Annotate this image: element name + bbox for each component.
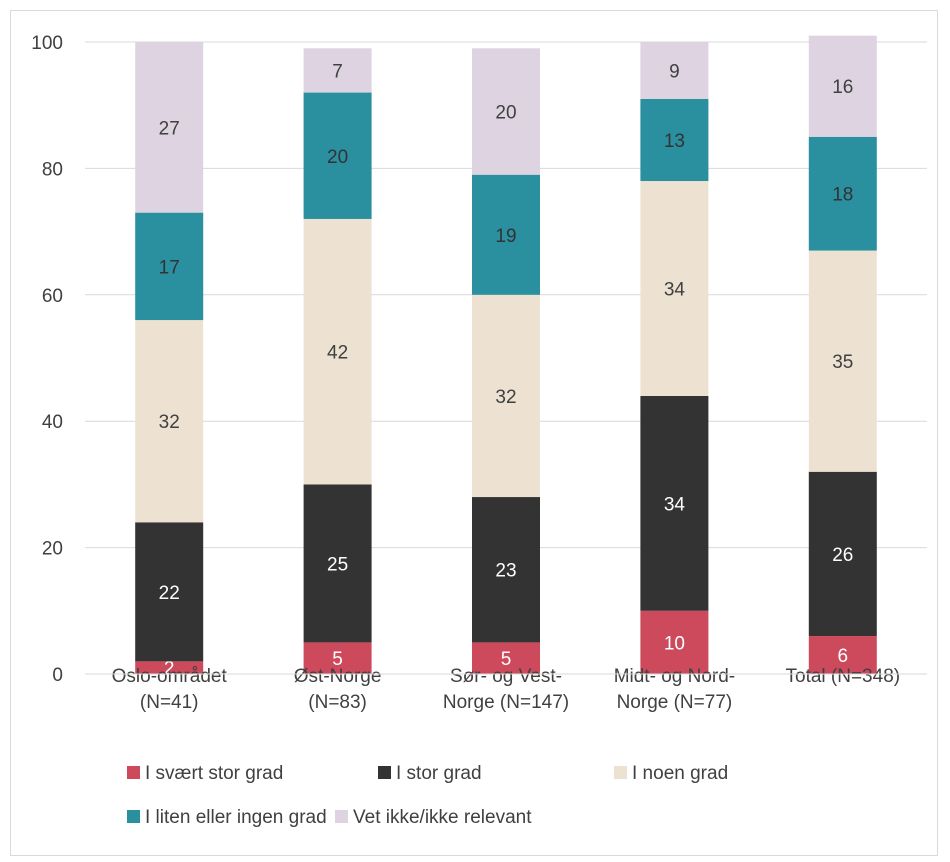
data-label-1-5: 27 [159, 118, 180, 139]
bar-segment-1-4 [135, 212, 204, 321]
x-axis: Oslo-området (N=41) Øst-Norge (N=83) Sør- og… [85, 666, 927, 713]
bar-segment-3-1 [472, 642, 540, 674]
data-label-1-3: 32 [159, 412, 180, 433]
legend-swatch [614, 766, 627, 779]
data-label-2-1: 5 [332, 649, 343, 670]
data-label-5-1: 6 [838, 646, 849, 667]
legend-item-2: I stor grad [378, 763, 482, 784]
y-tick-label-80: 80 [42, 159, 63, 180]
bar-segment-5-2 [808, 471, 877, 637]
y-tick-label-20: 20 [42, 539, 63, 560]
legend-item-3: I noen grad [614, 763, 728, 784]
legend-label: Vet ikke/ikke relevant [353, 807, 532, 828]
data-label-3-4: 19 [495, 226, 516, 247]
y-tick-label-40: 40 [42, 412, 63, 433]
data-label-3-3: 32 [495, 387, 516, 408]
x-tick-label-3: Sør- og Vest-Norge (N=147) [443, 666, 569, 713]
y-axis: 0 20 40 60 80 100 [31, 33, 63, 686]
legend-label: I stor grad [396, 763, 482, 784]
legend-swatch [378, 766, 391, 779]
bar-segment-3-5 [472, 48, 540, 175]
bar-segment-4-3 [640, 181, 709, 396]
bar-segment-3-3 [472, 294, 540, 498]
data-label-3-5: 20 [495, 103, 516, 124]
data-label-5-2: 26 [832, 545, 853, 566]
data-label-1-4: 17 [159, 257, 180, 278]
legend-swatch [127, 810, 140, 823]
legend-label: I svært stor grad [145, 763, 283, 784]
data-label-2-3: 42 [327, 343, 348, 364]
data-label-4-3: 34 [664, 279, 686, 300]
legend-swatch [127, 766, 140, 779]
data-label-3-1: 5 [501, 649, 512, 670]
y-tick-label-0: 0 [52, 665, 63, 686]
x-tick-label-1: Oslo-området (N=41) [112, 666, 228, 713]
data-label-2-2: 25 [327, 554, 348, 575]
x-tick-label-4: Midt- og Nord-Norge (N=77) [614, 666, 735, 713]
bar-segment-1-3 [135, 320, 204, 523]
data-label-1-2: 22 [159, 583, 180, 604]
legend-swatch [335, 810, 348, 823]
bar-segment-4-2 [640, 395, 709, 611]
data-label-2-5: 7 [332, 61, 343, 82]
bar-segment-5-1 [808, 636, 877, 674]
data-label-3-2: 23 [495, 561, 516, 582]
legend-item-1: I svært stor grad [127, 763, 283, 784]
bar-segment-5-3 [808, 250, 877, 472]
data-label-5-4: 18 [832, 185, 853, 206]
bar-segment-4-5 [640, 42, 709, 99]
bar-segment-1-2 [135, 522, 204, 662]
legend: I svært stor grad I stor grad I noen grad I… [127, 763, 728, 828]
bar-segment-1-5 [135, 42, 204, 213]
legend-item-4: I liten eller ingen grad [127, 807, 327, 828]
data-label-5-3: 35 [832, 352, 853, 373]
legend-label: I noen grad [632, 763, 728, 784]
bar-segment-4-4 [640, 98, 709, 182]
bar-segment-5-5 [808, 35, 877, 137]
data-label-4-5: 9 [669, 61, 680, 82]
bar-segment-3-2 [472, 497, 540, 643]
data-label-1-1: 2 [164, 659, 175, 680]
y-tick-label-60: 60 [42, 286, 63, 307]
legend-item-5: Vet ikke/ikke relevant [335, 807, 532, 828]
y-tick-label-100: 100 [31, 33, 63, 54]
bar-segment-2-3 [303, 218, 372, 485]
bars: 2223217275254220752332192010343413962635… [135, 35, 877, 680]
data-label-4-1: 10 [664, 633, 685, 654]
bar-segment-2-5 [303, 48, 372, 93]
bar-segment-5-4 [808, 136, 877, 251]
bar-segment-2-2 [303, 484, 372, 643]
chart-frame: 0 20 40 60 80 100 2 22 32 17 27 5 25 42 20 7 5 23 32 19 20 1… [10, 10, 938, 856]
data-label-5-5: 16 [832, 77, 853, 98]
data-label-2-4: 20 [327, 147, 348, 168]
x-tick-label-5: Total (N=348) [786, 666, 901, 687]
bar-segment-3-4 [472, 174, 540, 295]
data-label-4-2: 34 [664, 494, 686, 515]
x-tick-label-2: Øst-Norge (N=83) [294, 666, 382, 713]
data-label-4-4: 13 [664, 131, 685, 152]
bar-segment-2-1 [303, 642, 372, 674]
bar-segment-4-1 [640, 610, 709, 674]
bar-segment-2-4 [303, 92, 372, 219]
bar-segment-1-1 [135, 661, 204, 674]
legend-label: I liten eller ingen grad [145, 807, 327, 828]
